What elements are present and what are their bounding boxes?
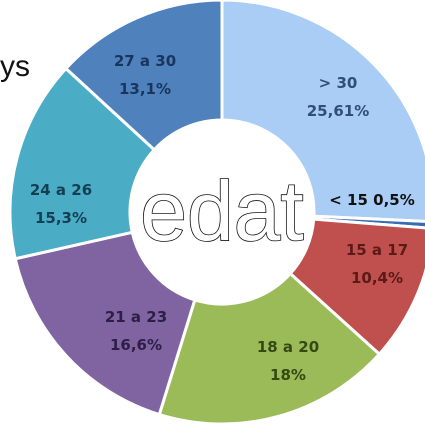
slice-value-label: 13,1% <box>119 80 171 98</box>
slice-category-label: 18 a 20 <box>257 338 319 356</box>
slice-category-label: 15 a 17 <box>346 241 408 259</box>
center-label: edat <box>140 164 304 258</box>
slice-value-label: 25,61% <box>307 102 369 120</box>
slice-category-label: 21 a 23 <box>105 308 167 326</box>
slice-category-label: > 30 <box>319 74 358 92</box>
donut-hole <box>130 120 314 304</box>
slice-value-label: 18% <box>270 366 306 384</box>
slice-30 <box>220 0 425 223</box>
slice-label: < 15 0,5% <box>329 191 415 209</box>
slice-group <box>8 0 425 426</box>
slice-value-label: 16,6% <box>110 336 162 354</box>
title-fragment: ys <box>0 50 30 83</box>
slice-value-label: 15,3% <box>35 209 87 227</box>
slice-category-label: 24 a 26 <box>30 181 92 199</box>
slice-category-label: 27 a 30 <box>114 52 176 70</box>
label-group: > 30 25,61% < 15 0,5% 15 a 17 10,4% 18 a 20 18… <box>30 52 415 384</box>
slice-value-label: 10,4% <box>351 269 403 287</box>
